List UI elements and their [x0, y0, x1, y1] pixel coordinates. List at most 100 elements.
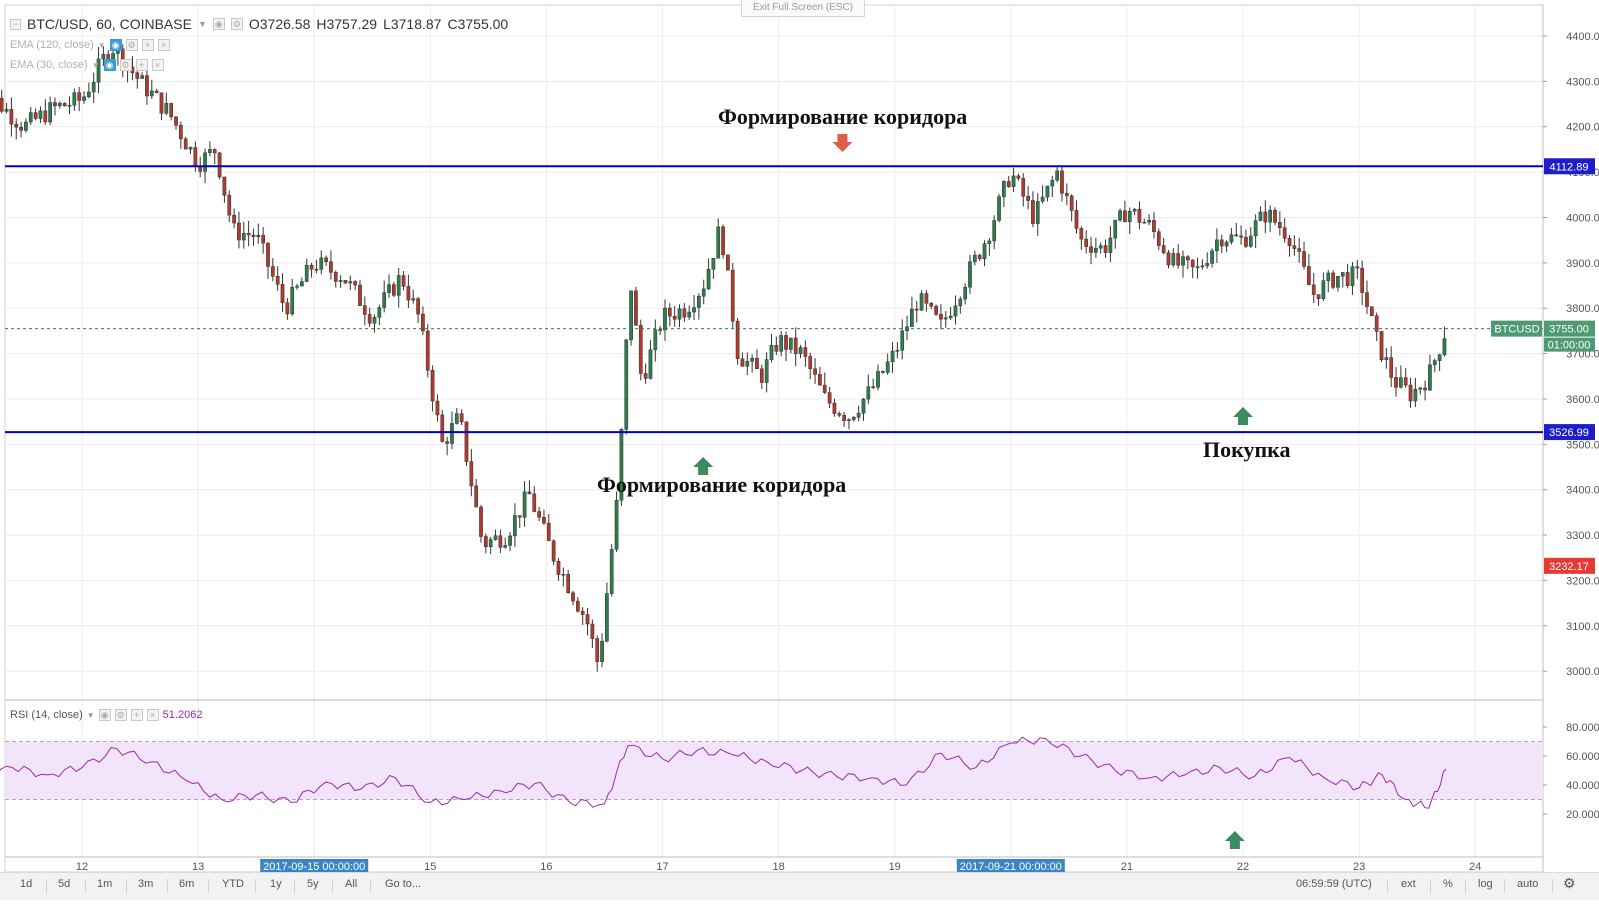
period-1d[interactable]: 1d	[20, 878, 33, 890]
period-6m[interactable]: 6m	[179, 878, 195, 890]
price-tick-label: 4200.00	[1566, 122, 1599, 134]
candle-body	[212, 149, 217, 154]
candle-body	[1016, 175, 1021, 179]
period-1m[interactable]: 1m	[97, 878, 113, 890]
candle-body	[367, 314, 372, 324]
candle-body	[425, 330, 430, 371]
candle-body	[396, 275, 401, 296]
period-5y[interactable]: 5y	[307, 878, 319, 890]
candle-body	[261, 234, 266, 244]
candle-body	[1040, 196, 1045, 202]
period-all[interactable]: All	[345, 878, 358, 890]
candle-body	[285, 302, 290, 315]
candle-body	[982, 243, 987, 260]
candle-body	[1244, 236, 1248, 247]
candle-body	[358, 284, 362, 306]
candle-body	[1297, 248, 1302, 252]
candle-body	[711, 258, 716, 270]
candle-body	[174, 116, 178, 126]
price-tick-label: 3000.00	[1566, 666, 1599, 678]
candle-body	[266, 242, 270, 267]
candle-body	[1258, 211, 1263, 221]
gear-icon[interactable]: ⚙	[1563, 875, 1576, 891]
candle-body	[1127, 210, 1132, 223]
close-icon[interactable]: ×	[157, 39, 170, 51]
eye-icon[interactable]: ◉	[109, 39, 122, 51]
auto-toggle[interactable]: auto	[1517, 878, 1539, 890]
rsi-legend: RSI (14, close) ▼ ◉ ⚙ + × 51.2062	[10, 709, 202, 721]
plus-icon[interactable]: +	[135, 59, 148, 71]
candle-body	[498, 535, 503, 548]
collapse-icon[interactable]: −	[10, 18, 21, 30]
candle-body	[53, 102, 57, 107]
candle-body	[1026, 195, 1030, 201]
candle-body	[1423, 387, 1427, 391]
ext-toggle[interactable]: ext	[1401, 878, 1416, 890]
percent-toggle[interactable]: %	[1443, 878, 1453, 890]
candle-body	[1210, 250, 1214, 264]
exit-fullscreen-button[interactable]: Exit Full Screen (ESC)	[741, 0, 865, 17]
settings-icon[interactable]: ⚙	[230, 18, 243, 30]
plus-icon[interactable]: +	[130, 709, 143, 721]
candle-body	[929, 303, 934, 307]
candle-body	[304, 264, 309, 282]
candle-body	[861, 398, 866, 414]
candle-body	[1190, 259, 1195, 268]
period-5d[interactable]: 5d	[58, 878, 71, 890]
time-tick-label: 18	[772, 861, 784, 873]
candle-body	[1413, 388, 1418, 402]
arrow-up-icon	[1224, 831, 1245, 849]
candle-body	[827, 392, 832, 404]
ema1-label[interactable]: EMA (120, close)	[10, 39, 94, 51]
candle-body	[300, 281, 304, 287]
chevron-down-icon[interactable]: ▼	[197, 19, 207, 29]
close-icon[interactable]: ×	[146, 709, 159, 721]
candle-body	[910, 308, 914, 327]
candle-body	[609, 549, 614, 594]
open-value: O3726.58	[248, 16, 311, 32]
candle-body	[33, 112, 38, 119]
candle-body	[614, 499, 619, 550]
eye-icon[interactable]: ◉	[98, 709, 111, 721]
settings-icon[interactable]: ⚙	[125, 39, 138, 51]
rsi-label[interactable]: RSI (14, close)	[10, 709, 83, 721]
candle-body	[537, 511, 541, 518]
candle-body	[1176, 253, 1181, 266]
candle-body	[290, 286, 295, 315]
candle-body	[140, 75, 144, 79]
candle-body	[1035, 201, 1040, 224]
candle-body	[164, 103, 169, 114]
chevron-down-icon[interactable]: ▼	[97, 40, 106, 50]
candle-body	[832, 402, 837, 414]
red-level-badge: 3232.17	[1549, 561, 1589, 573]
candle-body	[1137, 208, 1142, 223]
time-highlight-box	[260, 859, 369, 874]
upper-line-badge-box	[1544, 158, 1595, 175]
clock-readout[interactable]: 06:59:59 (UTC)	[1296, 878, 1372, 890]
candle-body	[653, 329, 658, 351]
chevron-down-icon[interactable]: ▼	[91, 60, 100, 70]
candle-body	[987, 240, 992, 244]
log-toggle[interactable]: log	[1478, 878, 1493, 890]
symbol-label[interactable]: BTC/USD, 60, COINBASE	[27, 16, 192, 32]
candle-body	[1234, 234, 1239, 237]
eye-icon[interactable]: ◉	[212, 18, 225, 30]
period-1y[interactable]: 1y	[270, 878, 282, 890]
goto-button[interactable]: Go to...	[385, 878, 422, 890]
candle-body	[793, 337, 798, 355]
ema2-label[interactable]: EMA (30, close)	[10, 59, 88, 71]
period-3m[interactable]: 3m	[138, 878, 154, 890]
eye-icon[interactable]: ◉	[103, 59, 116, 71]
candle-body	[1064, 193, 1069, 197]
candle-body	[1384, 357, 1389, 361]
settings-icon[interactable]: ⚙	[114, 709, 127, 721]
candle-body	[1108, 237, 1113, 253]
chevron-down-icon[interactable]: ▼	[86, 710, 95, 720]
close-icon[interactable]: ×	[151, 59, 164, 71]
candle-body	[595, 638, 600, 662]
candle-body	[183, 138, 188, 150]
settings-icon[interactable]: ⚙	[119, 59, 132, 71]
plus-icon[interactable]: +	[141, 39, 154, 51]
period-ytd[interactable]: YTD	[222, 878, 244, 890]
